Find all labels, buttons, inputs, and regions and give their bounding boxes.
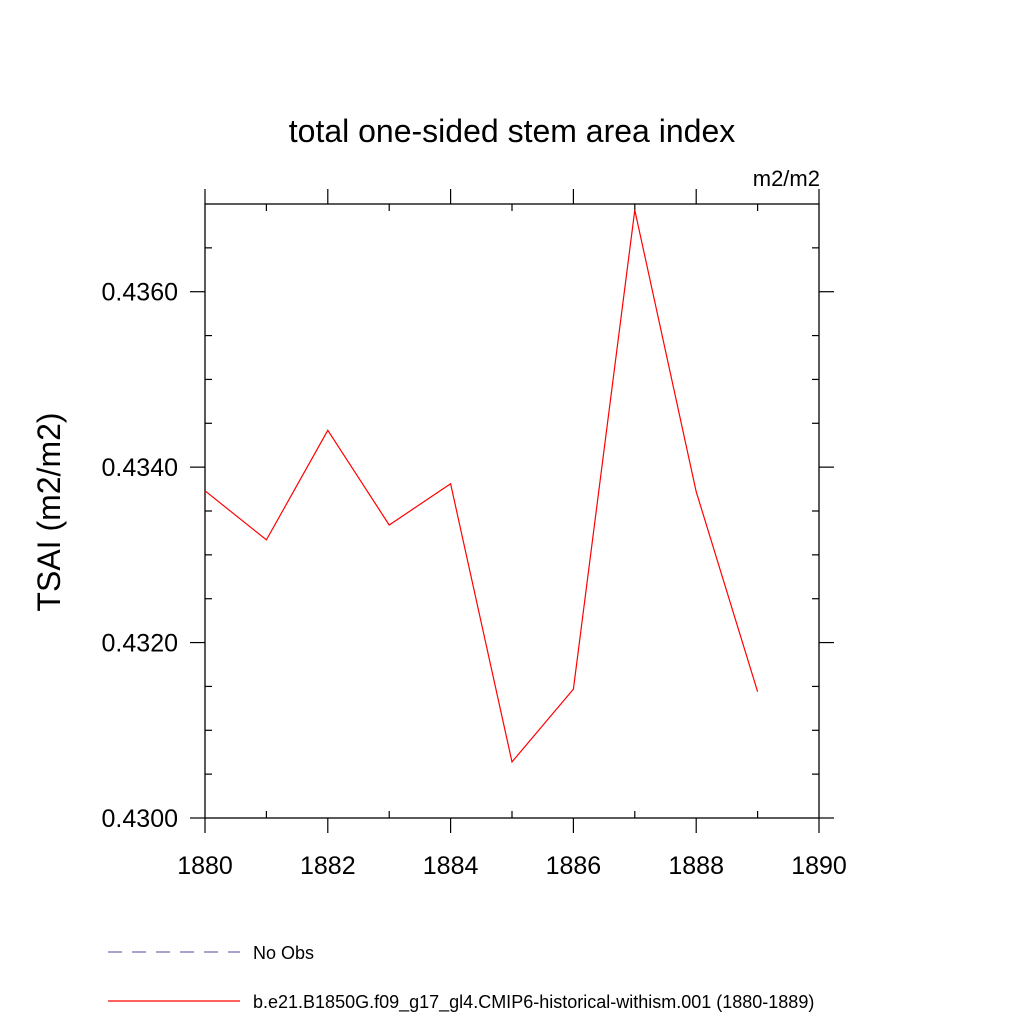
- y-tick-label: 0.4360: [102, 279, 178, 307]
- chart-title: total one-sided stem area index: [289, 113, 735, 149]
- y-tick-label: 0.4340: [102, 454, 178, 482]
- x-tick-label: 1886: [546, 852, 602, 880]
- series-line: [204, 209, 759, 764]
- tick-labels: 1880 1882 1884 1886 1888 1890 0.4300 0.4320 0.43…: [102, 279, 847, 880]
- legend: No Obs b.e21.B1850G.f09_g17_gl4.CMIP6-his…: [108, 943, 814, 1013]
- plot-frame: [204, 203, 820, 819]
- x-tick-label: 1882: [300, 852, 356, 880]
- x-tick-label: 1890: [791, 852, 847, 880]
- y-tick-label: 0.4300: [102, 805, 178, 833]
- y-tick-label: 0.4320: [102, 630, 178, 658]
- units-label: m2/m2: [753, 166, 820, 191]
- legend-label: No Obs: [253, 943, 314, 963]
- y-axis-label: TSAI (m2/m2): [31, 412, 67, 611]
- axis-ticks: [190, 189, 834, 833]
- x-tick-label: 1880: [177, 852, 233, 880]
- legend-label: b.e21.B1850G.f09_g17_gl4.CMIP6-historica…: [253, 992, 814, 1013]
- x-tick-label: 1884: [423, 852, 479, 880]
- series-group: [204, 209, 759, 764]
- x-tick-label: 1888: [668, 852, 724, 880]
